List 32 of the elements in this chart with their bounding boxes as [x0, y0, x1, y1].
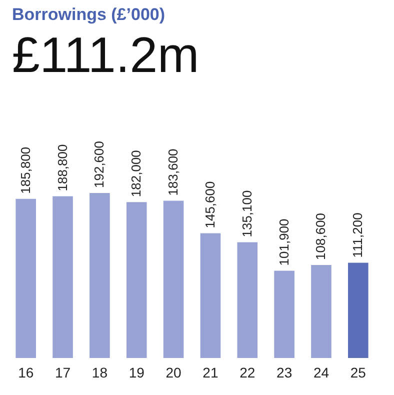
data-label: 135,100 — [239, 190, 254, 238]
data-label: 145,600 — [202, 181, 218, 228]
bar — [237, 242, 258, 358]
data-label: 108,600 — [313, 212, 328, 260]
x-tick-label: 24 — [313, 364, 330, 380]
data-label: 182,000 — [128, 150, 144, 198]
x-tick-label: 20 — [166, 364, 182, 380]
chart-title: Borrowings (£’000) — [12, 5, 166, 24]
x-tick-label: 17 — [54, 364, 71, 380]
bar — [274, 270, 294, 358]
bar — [126, 202, 147, 358]
x-tick-label: 22 — [240, 364, 256, 380]
bar — [163, 200, 184, 358]
bar — [52, 196, 73, 358]
bar — [90, 193, 110, 358]
x-tick-label: 21 — [202, 364, 218, 380]
x-tick-label: 23 — [276, 364, 292, 380]
x-tick-label: 18 — [92, 364, 108, 380]
bar — [200, 233, 221, 358]
data-label: 183,600 — [166, 148, 181, 196]
data-label: 188,800 — [54, 144, 70, 192]
x-tick-label: 19 — [128, 364, 145, 380]
data-label: 192,600 — [92, 141, 107, 188]
chart-subtitle: £111.2m — [12, 27, 200, 84]
bar — [311, 264, 332, 358]
bar — [348, 262, 368, 358]
x-tick-label: 16 — [18, 364, 34, 380]
bar — [16, 198, 36, 358]
x-tick-label: 25 — [350, 364, 366, 380]
data-label: 101,900 — [276, 218, 292, 266]
data-label: 111,200 — [350, 212, 366, 258]
data-label: 185,800 — [18, 146, 33, 194]
